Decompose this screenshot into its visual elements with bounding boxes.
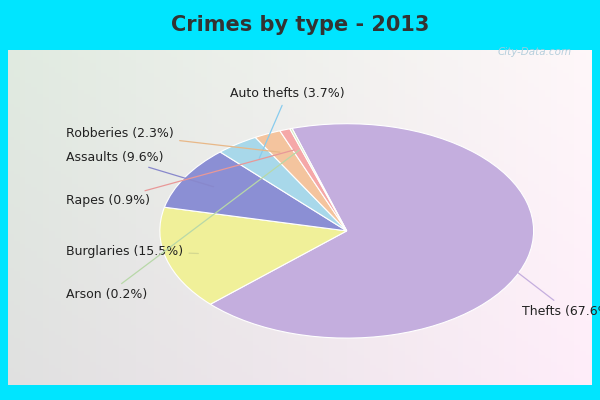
Text: Rapes (0.9%): Rapes (0.9%)	[67, 150, 294, 207]
Text: City-Data.com: City-Data.com	[498, 47, 572, 57]
Wedge shape	[280, 129, 347, 231]
Wedge shape	[256, 131, 347, 231]
Text: Burglaries (15.5%): Burglaries (15.5%)	[67, 244, 199, 258]
Wedge shape	[211, 124, 533, 338]
Text: Thefts (67.6%): Thefts (67.6%)	[495, 255, 600, 318]
Wedge shape	[220, 137, 347, 231]
Text: Assaults (9.6%): Assaults (9.6%)	[67, 151, 214, 187]
Text: Auto thefts (3.7%): Auto thefts (3.7%)	[230, 87, 344, 158]
Text: Robberies (2.3%): Robberies (2.3%)	[67, 127, 280, 152]
Wedge shape	[160, 207, 347, 304]
Text: Crimes by type - 2013: Crimes by type - 2013	[171, 15, 429, 35]
Wedge shape	[290, 128, 347, 231]
Text: Arson (0.2%): Arson (0.2%)	[67, 150, 299, 301]
Wedge shape	[164, 152, 347, 231]
